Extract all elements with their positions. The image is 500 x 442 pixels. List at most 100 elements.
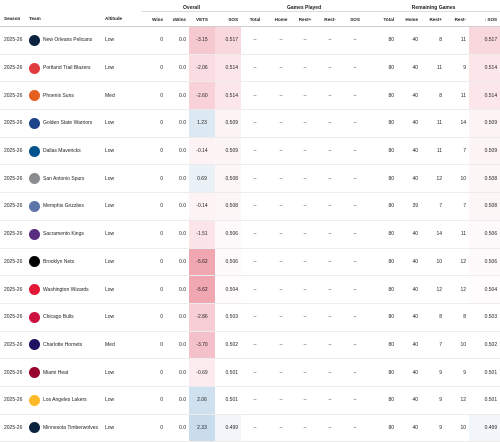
table-row[interactable]: 2025-26 Phoenix Suns Med 0 0.0 -2.60 0.514– – – –… (0, 81, 500, 111)
table-row[interactable]: 2025-26 Sacramento Kings Low 0 0.0 -1.51 0.506… (0, 220, 500, 249)
xwins-cell: 0.0 (166, 192, 189, 221)
gp-sos-cell: – (343, 386, 368, 415)
gp-rest-plus-cell: – (293, 192, 318, 221)
col-wins[interactable]: Wins (142, 11, 166, 27)
col-vets[interactable]: VETS (189, 11, 215, 27)
col-team[interactable]: Team (29, 11, 105, 27)
table-row[interactable]: 2025-26 New Orleans Pelicans Low 0 0.0 -3.15 0… (0, 26, 500, 55)
season-cell: 2025-26 (0, 303, 29, 332)
team-cell-content[interactable]: Los Angeles Lakers (29, 394, 105, 406)
table-row[interactable]: 2025-26 Portland Trail Blazers Low 0 0.0 -2.0… (0, 54, 500, 83)
team-name[interactable]: Memphis Grizzlies (43, 203, 84, 210)
season-cell: 2025-26 (0, 81, 29, 111)
table-row[interactable]: 2025-26 Los Angeles Lakers Low 0 0.0 2.06 0.50… (0, 386, 500, 415)
team-name[interactable]: Chicago Bulls (43, 314, 74, 321)
rg-rest-plus-cell: 10 (421, 248, 446, 277)
rg-total-cell: 80 (367, 275, 398, 304)
gp-home-cell: – (269, 220, 294, 249)
col-gp-rest-minus[interactable]: Rest- (317, 11, 344, 27)
rg-rest-minus-cell: 11 (445, 220, 470, 249)
team-name[interactable]: Miami Heat (43, 369, 69, 376)
table-row[interactable]: 2025-26 Miami Heat Low 0 0.0 -0.69 0.501– – – – –8… (0, 358, 500, 387)
col-gp-total[interactable]: Total (241, 11, 270, 27)
table-row[interactable]: 2025-26 Minnesota Timberwolves Low 0 0.0 2.33… (0, 414, 500, 442)
gp-home-cell: – (269, 192, 294, 221)
col-rg-rest-minus[interactable]: Rest- (445, 11, 470, 27)
col-rg-home[interactable]: Home (397, 11, 422, 27)
altitude-cell: Low (105, 414, 142, 442)
season-cell: 2025-26 (0, 331, 29, 360)
rg-rest-minus-cell: 9 (445, 54, 470, 83)
col-season[interactable]: Season (0, 11, 29, 27)
gp-sos-cell: – (343, 137, 368, 166)
team-cell-content[interactable]: Portland Trail Blazers (29, 62, 105, 74)
team-cell: Minnesota Timberwolves (29, 414, 105, 442)
team-name[interactable]: Washington Wizards (43, 286, 89, 293)
rg-sos-cell: 0.506 (469, 220, 500, 249)
team-name[interactable]: Portland Trail Blazers (43, 65, 91, 72)
team-cell-content[interactable]: Charlotte Hornets (29, 339, 105, 351)
col-rg-rest-plus[interactable]: Rest+ (421, 11, 446, 27)
rg-rest-minus-cell: 12 (445, 248, 470, 277)
rg-total-cell: 80 (367, 220, 398, 249)
gp-rest-minus-cell: – (317, 386, 344, 415)
team-name[interactable]: Brooklyn Nets (43, 258, 75, 265)
team-name[interactable]: New Orleans Pelicans (43, 37, 93, 44)
team-cell-content[interactable]: Minnesota Timberwolves (29, 422, 105, 434)
gp-rest-plus-cell: – (293, 54, 318, 83)
rg-home-cell: 40 (397, 358, 422, 387)
table-row[interactable]: 2025-26 Charlotte Hornets Med 0 0.0 -3.70 0.50… (0, 331, 500, 360)
team-logo-icon (29, 422, 40, 434)
rg-rest-minus-cell: 11 (445, 81, 470, 111)
table-row[interactable]: 2025-26 San Antonio Spurs Low 0 0.0 0.69 0.508… (0, 164, 500, 194)
season-cell: 2025-26 (0, 26, 29, 55)
gp-sos-cell: – (343, 331, 368, 360)
table-row[interactable]: 2025-26 Dallas Mavericks Low 0 0.0 -0.14 0.509… (0, 137, 500, 166)
team-cell-content[interactable]: Sacramento Kings (29, 228, 105, 240)
team-name[interactable]: San Antonio Spurs (43, 175, 85, 182)
xwins-cell: 0.0 (166, 109, 189, 138)
gp-home-cell: – (269, 248, 294, 277)
team-name[interactable]: Sacramento Kings (43, 231, 84, 238)
team-name[interactable]: Phoenix Suns (43, 92, 74, 99)
team-cell-content[interactable]: Brooklyn Nets (29, 256, 105, 268)
col-gp-rest-plus[interactable]: Rest+ (293, 11, 318, 27)
gp-total-cell: – (241, 386, 270, 415)
team-cell-content[interactable]: Miami Heat (29, 367, 105, 379)
team-cell-content[interactable]: New Orleans Pelicans (29, 34, 105, 46)
rg-rest-plus-cell: 8 (421, 26, 446, 55)
col-sos[interactable]: SOS (215, 11, 242, 27)
col-gp-sos[interactable]: SOS (343, 11, 368, 27)
col-xwins[interactable]: xWins (166, 11, 189, 27)
team-cell-content[interactable]: Memphis Grizzlies (29, 200, 105, 212)
team-cell-content[interactable]: Dallas Mavericks (29, 145, 105, 157)
team-cell-content[interactable]: Chicago Bulls (29, 311, 105, 323)
table-row[interactable]: 2025-26 Washington Wizards Low 0 0.0 -5.62 0.5… (0, 275, 500, 304)
team-name[interactable]: Dallas Mavericks (43, 148, 81, 155)
rg-rest-minus-cell: 11 (445, 26, 470, 55)
rg-sos-cell: 0.506 (469, 248, 500, 277)
vets-cell: -3.70 (189, 331, 215, 360)
team-name[interactable]: Golden State Warriors (43, 120, 93, 127)
table-row[interactable]: 2025-26 Golden State Warriors Low 0 0.0 1.23 0… (0, 109, 500, 138)
altitude-cell: Low (105, 386, 142, 415)
rg-rest-minus-cell: 10 (445, 164, 470, 194)
vets-cell: -0.14 (189, 137, 215, 166)
team-cell-content[interactable]: Phoenix Suns (29, 90, 105, 102)
table-row[interactable]: 2025-26 Brooklyn Nets Low 0 0.0 -5.62 0.506– – –… (0, 248, 500, 277)
col-altitude[interactable]: Altitude (105, 11, 142, 27)
team-name[interactable]: Charlotte Hornets (43, 341, 83, 348)
table-row[interactable]: 2025-26 Chicago Bulls Low 0 0.0 -2.86 0.503– – –… (0, 303, 500, 332)
team-name[interactable]: Los Angeles Lakers (43, 397, 87, 404)
team-cell-content[interactable]: San Antonio Spurs (29, 173, 105, 185)
team-cell-content[interactable]: Washington Wizards (29, 284, 105, 296)
rg-total-cell: 80 (367, 414, 398, 442)
team-name[interactable]: Minnesota Timberwolves (43, 424, 99, 431)
col-rg-sos[interactable]: ↓SOS (469, 11, 500, 27)
team-cell-content[interactable]: Golden State Warriors (29, 117, 105, 129)
col-rg-total[interactable]: Total (367, 11, 398, 27)
table-row[interactable]: 2025-26 Memphis Grizzlies Low 0 0.0 -0.14 0.50… (0, 192, 500, 221)
rg-rest-plus-cell: 14 (421, 220, 446, 249)
col-gp-home[interactable]: Home (269, 11, 294, 27)
xwins-cell: 0.0 (166, 54, 189, 83)
